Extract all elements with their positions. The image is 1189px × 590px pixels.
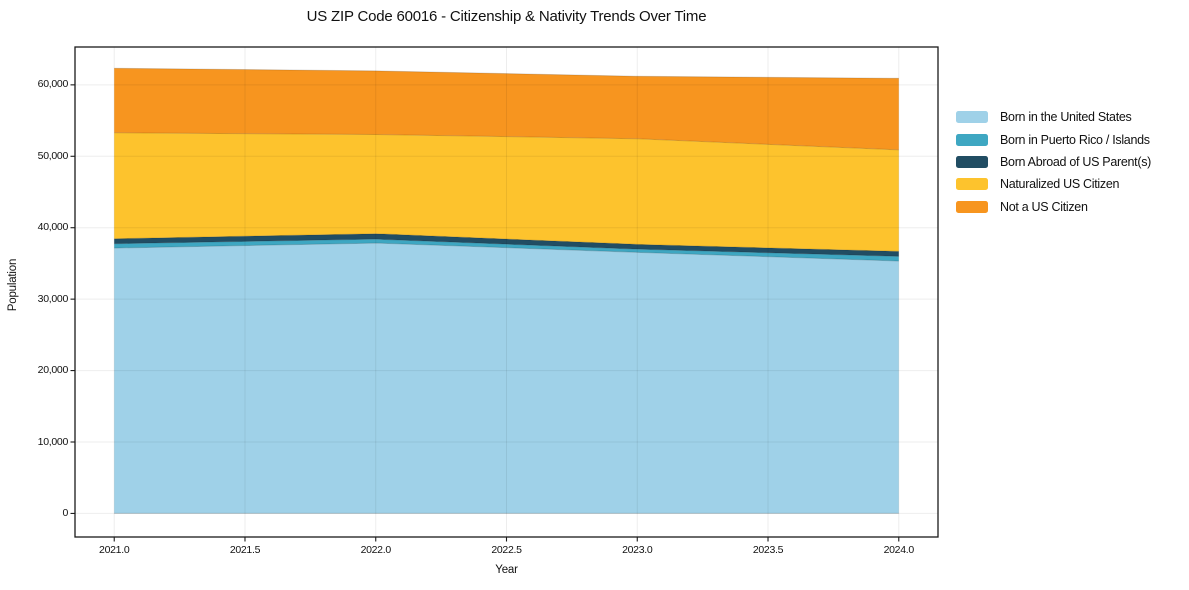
legend-label: Born Abroad of US Parent(s) bbox=[1000, 154, 1152, 169]
x-tick-label: 2022.0 bbox=[360, 544, 392, 556]
legend-swatch bbox=[956, 155, 988, 168]
x-tick-label: 2021.0 bbox=[99, 544, 130, 556]
legend-swatch bbox=[956, 200, 988, 213]
legend-swatch bbox=[956, 178, 988, 191]
x-tick-label: 2022.5 bbox=[491, 544, 522, 556]
legend-swatch bbox=[956, 111, 988, 124]
y-tick-label: 20,000 bbox=[37, 364, 69, 377]
legend-item-born-in-puerto-rico-islands: Born in Puerto Rico / Islands bbox=[956, 128, 1151, 150]
y-tick-label: 50,000 bbox=[37, 149, 69, 162]
y-axis-title: Population bbox=[7, 258, 19, 312]
y-tick-label: 60,000 bbox=[37, 78, 69, 91]
area-not-a-us-citizen bbox=[114, 68, 899, 150]
area-naturalized-us-citizen bbox=[114, 132, 899, 252]
area-boundary-line bbox=[114, 242, 899, 262]
x-tick-label: 2023.5 bbox=[752, 544, 784, 556]
legend-label: Born in Puerto Rico / Islands bbox=[1000, 132, 1150, 147]
y-tick-label: 40,000 bbox=[37, 221, 69, 234]
y-tick-label: 10,000 bbox=[37, 435, 69, 448]
area-born-abroad-of-us-parent-s bbox=[114, 233, 899, 257]
x-tick-label: 2021.5 bbox=[229, 544, 261, 556]
chart-title: US ZIP Code 60016 - Citizenship & Nativi… bbox=[306, 8, 707, 25]
legend-item-not-a-us-citizen: Not a US Citizen bbox=[956, 196, 1151, 218]
y-tick-label: 0 bbox=[62, 506, 68, 519]
area-boundary-line bbox=[114, 233, 899, 252]
area-boundary-line bbox=[114, 238, 899, 257]
legend-label: Not a US Citizen bbox=[1000, 199, 1088, 214]
x-tick-label: 2023.0 bbox=[622, 544, 653, 556]
legend-swatch bbox=[956, 133, 988, 146]
y-tick-label: 30,000 bbox=[37, 292, 69, 305]
legend-item-born-in-the-united-states: Born in the United States bbox=[956, 106, 1151, 128]
legend-label: Born in the United States bbox=[1000, 110, 1132, 125]
x-axis-title: Year bbox=[495, 564, 518, 576]
area-born-in-the-united-states bbox=[114, 243, 899, 514]
legend: Born in the United States Born in Puerto … bbox=[956, 106, 1151, 218]
area-boundary-line bbox=[114, 132, 899, 151]
legend-label: Naturalized US Citizen bbox=[1000, 177, 1120, 192]
x-tick-label: 2024.0 bbox=[883, 544, 915, 556]
area-boundary-line bbox=[114, 67, 899, 79]
legend-item-born-abroad-of-us-parent-s: Born Abroad of US Parent(s) bbox=[956, 151, 1151, 173]
legend-item-naturalized-us-citizen: Naturalized US Citizen bbox=[956, 173, 1151, 195]
